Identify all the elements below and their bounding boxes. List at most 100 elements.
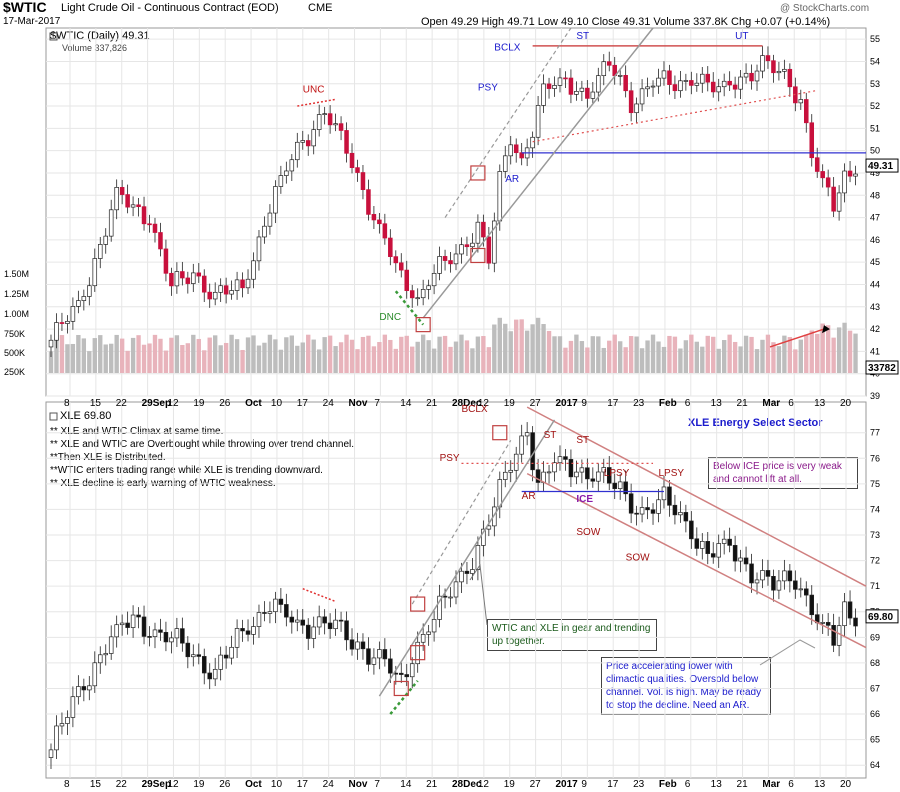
x-tick-label-top: 6 — [788, 398, 794, 409]
y-tick-label-bottom: 69 — [870, 632, 880, 642]
x-tick-label-bottom: 2017 — [555, 779, 578, 790]
candle-top — [437, 256, 442, 274]
volume-bar — [202, 350, 207, 373]
candle-bottom — [256, 612, 262, 627]
volume-bar — [639, 348, 645, 373]
candle-bottom — [842, 601, 847, 627]
candle-top — [596, 75, 601, 93]
candle-bottom — [152, 629, 158, 638]
candle-top — [442, 256, 448, 261]
candle-bottom — [431, 619, 437, 633]
candle-bottom — [568, 459, 574, 478]
candle-bottom — [606, 467, 612, 484]
candle-top — [574, 91, 579, 95]
candle-top — [152, 223, 158, 233]
x-tick-label-top: 6 — [685, 398, 691, 409]
candle-top — [710, 81, 716, 93]
volume-bar — [656, 341, 661, 373]
volume-bar — [218, 345, 223, 373]
x-tick-label-bottom: 14 — [400, 779, 412, 790]
candle-bottom — [502, 471, 508, 480]
x-tick-label-bottom: 6 — [685, 779, 691, 790]
volume-bar — [650, 334, 656, 373]
x-tick-label-top: Oct — [245, 398, 262, 409]
candle-top — [382, 223, 388, 239]
candle-top — [420, 289, 426, 299]
candle-top — [694, 82, 700, 86]
candle-top — [617, 74, 623, 77]
y-tick-label-bottom: 73 — [870, 530, 880, 540]
candle-top — [191, 272, 196, 284]
chart-date: 17-Mar-2017 — [3, 16, 61, 27]
candle-bottom — [349, 639, 355, 650]
volume-bar — [251, 335, 256, 373]
candle-top — [388, 237, 393, 257]
x-tick-label-bottom: 21 — [426, 779, 438, 790]
candle-top — [492, 220, 497, 264]
volume-bar — [481, 336, 486, 373]
candle-top — [754, 70, 760, 82]
annotation-top-ut: UT — [735, 31, 748, 42]
candle-bottom — [628, 493, 634, 514]
sector-title: XLE Energy Select Sector — [688, 417, 823, 429]
candle-bottom — [223, 654, 229, 659]
candle-top — [377, 219, 382, 225]
candle-top — [305, 140, 311, 147]
volume-bar — [853, 333, 858, 373]
volume-bar — [557, 336, 563, 373]
candle-bottom — [590, 478, 596, 482]
candle-top — [267, 212, 273, 227]
volume-bar — [382, 334, 388, 373]
candle-top — [836, 192, 842, 212]
volume-bar — [475, 336, 481, 373]
volume-bar — [825, 325, 831, 373]
candle-bottom — [847, 601, 853, 619]
volume-bar — [464, 340, 470, 373]
candle-top — [415, 297, 420, 300]
y-tick-label-top: 44 — [870, 279, 880, 289]
x-tick-label-bottom: Oct — [245, 779, 262, 790]
candle-bottom — [284, 604, 289, 618]
volume-bar — [628, 336, 634, 373]
annotation-top-unc: UNC — [303, 85, 325, 96]
candle-top — [92, 258, 98, 287]
note-4: **WTIC enters trading range while XLE is… — [50, 465, 323, 476]
candle-top — [656, 77, 661, 87]
highlight-box-bottom — [410, 596, 426, 612]
candle-bottom — [108, 636, 114, 654]
candle-bottom — [103, 653, 108, 656]
candle-bottom — [793, 580, 798, 590]
annotation-bottom-bclx: BCLX — [461, 404, 487, 415]
volume-bar — [81, 338, 87, 373]
y-tick-label-top: 48 — [870, 190, 880, 200]
candle-top — [530, 136, 535, 149]
candle-bottom — [251, 626, 256, 635]
candle-top — [300, 140, 306, 143]
candle-top — [639, 88, 645, 105]
x-tick-label-bottom: 15 — [90, 779, 102, 790]
volume-bar — [426, 340, 431, 373]
candle-top — [54, 322, 59, 341]
candle-bottom — [732, 545, 738, 562]
volume-bar — [103, 344, 108, 373]
candle-top — [212, 291, 218, 300]
candle-top — [568, 77, 574, 95]
volume-bar — [760, 339, 765, 373]
candle-top — [727, 80, 732, 86]
volume-bar — [771, 342, 776, 373]
candle-bottom — [678, 512, 683, 516]
candle-top — [464, 244, 470, 248]
x-tick-label-bottom: Nov — [349, 779, 368, 790]
candle-top — [245, 278, 251, 289]
candle-bottom — [634, 512, 639, 515]
volume-bar — [306, 334, 311, 373]
volume-bar — [623, 347, 628, 373]
volume-bar — [92, 338, 97, 373]
candle-bottom — [366, 648, 371, 665]
candle-bottom — [169, 637, 174, 643]
candle-top — [502, 155, 508, 172]
arrow-head — [822, 325, 830, 334]
volume-bar — [721, 340, 727, 373]
candle-bottom — [147, 636, 152, 638]
y-tick-label-top: 41 — [870, 346, 880, 356]
